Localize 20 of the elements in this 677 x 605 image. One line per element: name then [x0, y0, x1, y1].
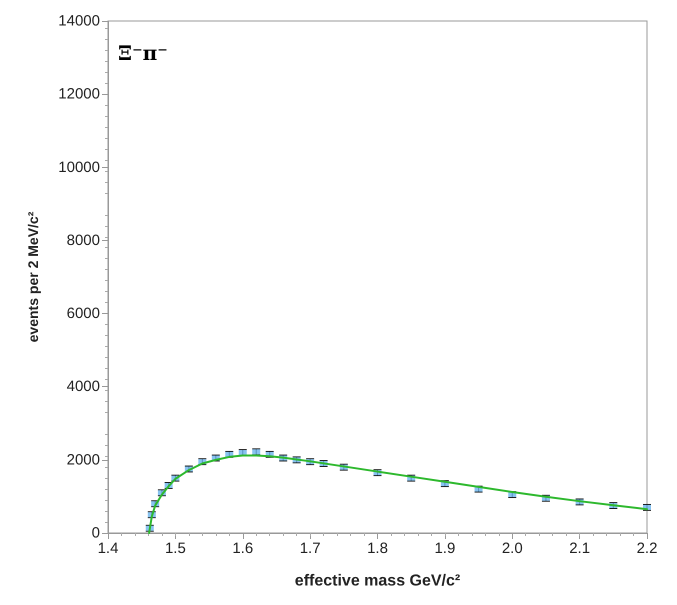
- x-tick-label: 1.7: [300, 540, 321, 557]
- text: Ξ⁻π⁻: [118, 41, 168, 65]
- x-tick-label: 1.9: [434, 540, 456, 557]
- x-tick-label: 1.6: [232, 540, 254, 557]
- x-axis-title: effective mass GeV/c²: [294, 572, 460, 590]
- x-tick-label: 2.1: [569, 540, 590, 557]
- y-axis-title: events per 2 MeV/c²: [25, 211, 41, 342]
- y-tick-label: 8000: [66, 232, 100, 249]
- y-tick-label: 6000: [66, 305, 100, 322]
- y-tick-label: 10000: [58, 158, 100, 176]
- y-tick-label: 14000: [58, 12, 100, 30]
- y-tick-label: 12000: [58, 86, 100, 103]
- y-tick-label: 0: [92, 524, 100, 542]
- x-tick-label: 2.2: [636, 540, 658, 557]
- x-tick-label: 1.8: [367, 540, 388, 557]
- x-tick-label: 2.0: [502, 540, 523, 557]
- x-tick-label: 1.4: [98, 540, 118, 557]
- y-tick-label: 4000: [66, 378, 100, 396]
- x-tick-label: 1.5: [164, 540, 186, 557]
- y-tick-label: 2000: [66, 451, 100, 468]
